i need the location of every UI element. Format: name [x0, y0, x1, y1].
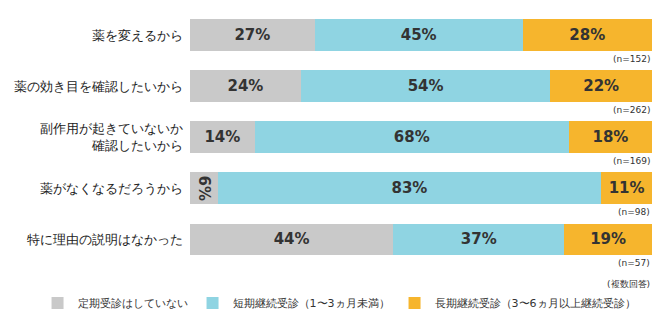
svg-text:(n=152): (n=152): [613, 54, 650, 64]
svg-text:(n=169): (n=169): [613, 156, 650, 166]
svg-text:(n=262): (n=262): [613, 105, 650, 115]
svg-text:18%: 18%: [592, 128, 628, 146]
svg-text:22%: 22%: [583, 77, 619, 95]
svg-text:長期継続受診（3〜6ヵ月以上継続受診）: 長期継続受診（3〜6ヵ月以上継続受診）: [435, 297, 636, 310]
svg-text:44%: 44%: [274, 230, 310, 248]
svg-text:24%: 24%: [227, 77, 263, 95]
svg-text:14%: 14%: [204, 128, 240, 146]
svg-text:(n=98): (n=98): [618, 207, 650, 217]
svg-text:11%: 11%: [609, 179, 645, 197]
svg-text:副作用が起きていないか確認したいから: 副作用が起きていないか確認したいから: [40, 121, 183, 153]
svg-text:28%: 28%: [569, 26, 605, 44]
svg-text:薬を変えるから: 薬を変えるから: [92, 28, 183, 43]
svg-text:68%: 68%: [394, 128, 430, 146]
svg-text:(複数回答): (複数回答): [607, 279, 650, 289]
svg-text:6%: 6%: [195, 176, 213, 201]
svg-text:短期継続受診（1〜3ヵ月未満）: 短期継続受診（1〜3ヵ月未満）: [233, 297, 390, 310]
svg-text:定期受診はしていない: 定期受診はしていない: [78, 297, 188, 310]
svg-text:83%: 83%: [391, 179, 427, 197]
svg-text:37%: 37%: [461, 230, 497, 248]
svg-text:27%: 27%: [234, 26, 270, 44]
svg-text:(n=57): (n=57): [618, 258, 650, 268]
svg-text:54%: 54%: [408, 77, 444, 95]
svg-text:45%: 45%: [401, 26, 437, 44]
svg-text:薬の効き目を確認したいから: 薬の効き目を確認したいから: [14, 79, 183, 94]
svg-text:薬がなくなるだろうから: 薬がなくなるだろうから: [40, 181, 183, 196]
svg-text:19%: 19%: [590, 230, 626, 248]
svg-text:特に理由の説明はなかった: 特に理由の説明はなかった: [27, 232, 183, 247]
